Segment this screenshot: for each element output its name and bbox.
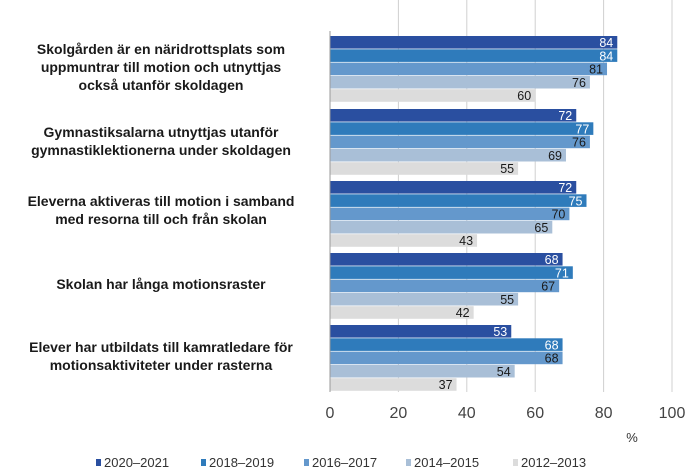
category-label: Gymnastiksalarna utnyttjas utanför gymnas… (0, 123, 322, 159)
category-label-line: Skolgården är en näridrottsplats som (36, 41, 286, 57)
data-label: 43 (459, 234, 473, 248)
bar (330, 162, 519, 175)
bar (330, 220, 553, 234)
bar (330, 109, 577, 122)
legend-swatch (96, 459, 101, 466)
data-label: 55 (500, 293, 514, 307)
x-axis-unit: % (626, 430, 638, 445)
bar (330, 338, 563, 351)
legend-label: 2012–2013 (521, 455, 586, 470)
bar (330, 148, 566, 162)
x-tick-label: 100 (659, 405, 686, 422)
bar (330, 122, 594, 135)
data-label: 54 (497, 365, 511, 379)
category-label-line: också utanför skoldagen (78, 77, 244, 93)
x-tick-label: 80 (595, 405, 613, 422)
category-label: Elever har utbildats till kamratledare f… (0, 338, 322, 374)
bars: 8484817660727776695572757065436871675542… (330, 36, 618, 392)
legend-swatch (201, 459, 206, 466)
legend-swatch (304, 459, 309, 466)
data-label: 53 (493, 325, 507, 339)
data-label: 60 (517, 89, 531, 103)
data-label: 68 (545, 338, 559, 352)
category-label-line: Skolan har långa motionsraster (56, 276, 266, 292)
data-label: 70 (551, 208, 565, 222)
x-axis: 0 20 40 60 80 100 (326, 31, 686, 422)
category-label-line: Gymnastiksalarna utnyttjas utanför (43, 124, 279, 140)
data-label: 55 (500, 162, 514, 176)
bar (330, 279, 560, 293)
x-tick-label: 20 (390, 405, 408, 422)
bar (330, 49, 618, 62)
legend-label: 2020–2021 (104, 455, 169, 470)
x-tick-label: 60 (526, 405, 544, 422)
bar (330, 351, 563, 365)
legend-label: 2016–2017 (312, 455, 377, 470)
legend-label: 2014–2015 (414, 455, 479, 470)
data-label: 84 (599, 49, 613, 63)
category-label-line: gymnastiklektionerna under skoldagen (31, 142, 291, 158)
data-label: 68 (545, 352, 559, 366)
data-label: 76 (572, 76, 586, 90)
bar (330, 207, 570, 221)
bar (330, 325, 512, 338)
category-label: Eleverna aktiveras till motion i samband… (0, 192, 322, 228)
data-label: 65 (534, 221, 548, 235)
legend-label: 2018–2019 (209, 455, 274, 470)
bar (330, 253, 563, 266)
bar (330, 292, 519, 306)
category-label: Skolan har långa motionsraster (0, 275, 322, 293)
data-label: 84 (599, 36, 613, 50)
bar (330, 75, 590, 89)
bar (330, 36, 618, 49)
data-label: 77 (575, 122, 589, 136)
category-label-line: uppmuntrar till motion och utnyttjas (40, 59, 282, 75)
data-label: 42 (456, 306, 470, 320)
bar (330, 194, 587, 207)
legend-swatch (513, 459, 518, 466)
bar (330, 266, 573, 279)
bar (330, 89, 536, 102)
legend-swatch (406, 459, 411, 466)
bar (330, 378, 457, 391)
category-label-line: Elever har utbildats till kamratledare f… (29, 339, 293, 355)
data-label: 72 (558, 181, 572, 195)
data-label: 76 (572, 136, 586, 150)
x-tick-label: 0 (326, 405, 335, 422)
bar (330, 234, 478, 247)
category-label-line: med resorna till och från skolan (55, 211, 267, 227)
data-label: 71 (555, 266, 569, 280)
data-label: 72 (558, 109, 572, 123)
data-label: 67 (541, 280, 555, 294)
x-tick-label: 40 (458, 405, 476, 422)
legend: 2020–2021 2018–2019 2016–2017 2014–2015 2012… (96, 455, 586, 470)
data-label: 37 (439, 378, 453, 392)
bar (330, 62, 608, 76)
category-label-line: Eleverna aktiveras till motion i samband (27, 193, 295, 209)
data-label: 69 (548, 149, 562, 163)
bar (330, 306, 474, 319)
data-label: 75 (569, 194, 583, 208)
bar (330, 181, 577, 194)
category-label: Skolgården är en näridrottsplats som uppm… (0, 40, 322, 94)
bar (330, 135, 590, 149)
bar (330, 364, 515, 378)
data-label: 81 (589, 63, 603, 77)
data-label: 68 (545, 253, 559, 267)
category-label-line: motionsaktiviteter under rasterna (49, 357, 273, 373)
